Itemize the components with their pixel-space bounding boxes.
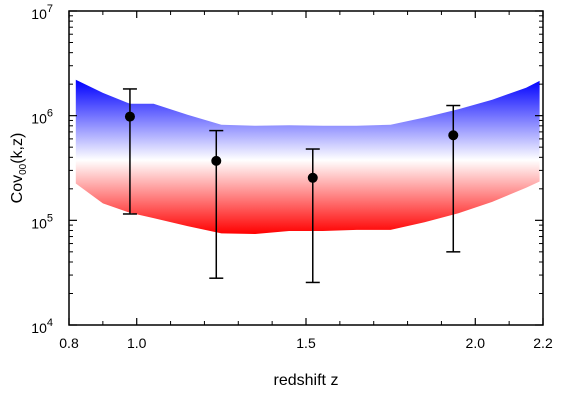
y-tick-label: 107	[31, 3, 53, 22]
point-marker	[211, 155, 222, 166]
band-area	[75, 79, 540, 234]
x-tick-label: 2.2	[533, 335, 553, 351]
x-tick-label: 2.0	[466, 335, 486, 351]
x-axis-title: redshift z	[274, 372, 339, 389]
uncertainty-band	[75, 79, 540, 234]
y-axis-ticks: 104 105 106 107	[31, 3, 543, 336]
point-marker	[307, 172, 318, 183]
y-tick-label: 105	[31, 212, 53, 231]
y-axis-title-tail: (k,z)	[9, 133, 26, 164]
data-points	[122, 88, 461, 284]
x-axis-ticks: 0.8 1.0 1.5 2.0 2.2	[59, 11, 553, 351]
y-axis-title-main: Cov	[9, 175, 26, 203]
x-tick-label: 1.0	[127, 335, 147, 351]
x-tick-label: 0.8	[59, 335, 79, 351]
data-point-4	[446, 104, 461, 253]
point-marker	[124, 111, 135, 122]
data-point-2	[209, 129, 224, 279]
y-tick-label: 106	[31, 108, 53, 127]
data-point-3	[305, 148, 320, 284]
y-axis-title-sub: 00	[18, 163, 29, 175]
y-axis-title: Cov00(k,z)	[9, 133, 29, 204]
y-tick-label: 104	[31, 317, 53, 336]
data-point-1	[122, 88, 137, 215]
x-tick-label: 1.5	[296, 335, 316, 351]
point-marker	[448, 130, 459, 141]
